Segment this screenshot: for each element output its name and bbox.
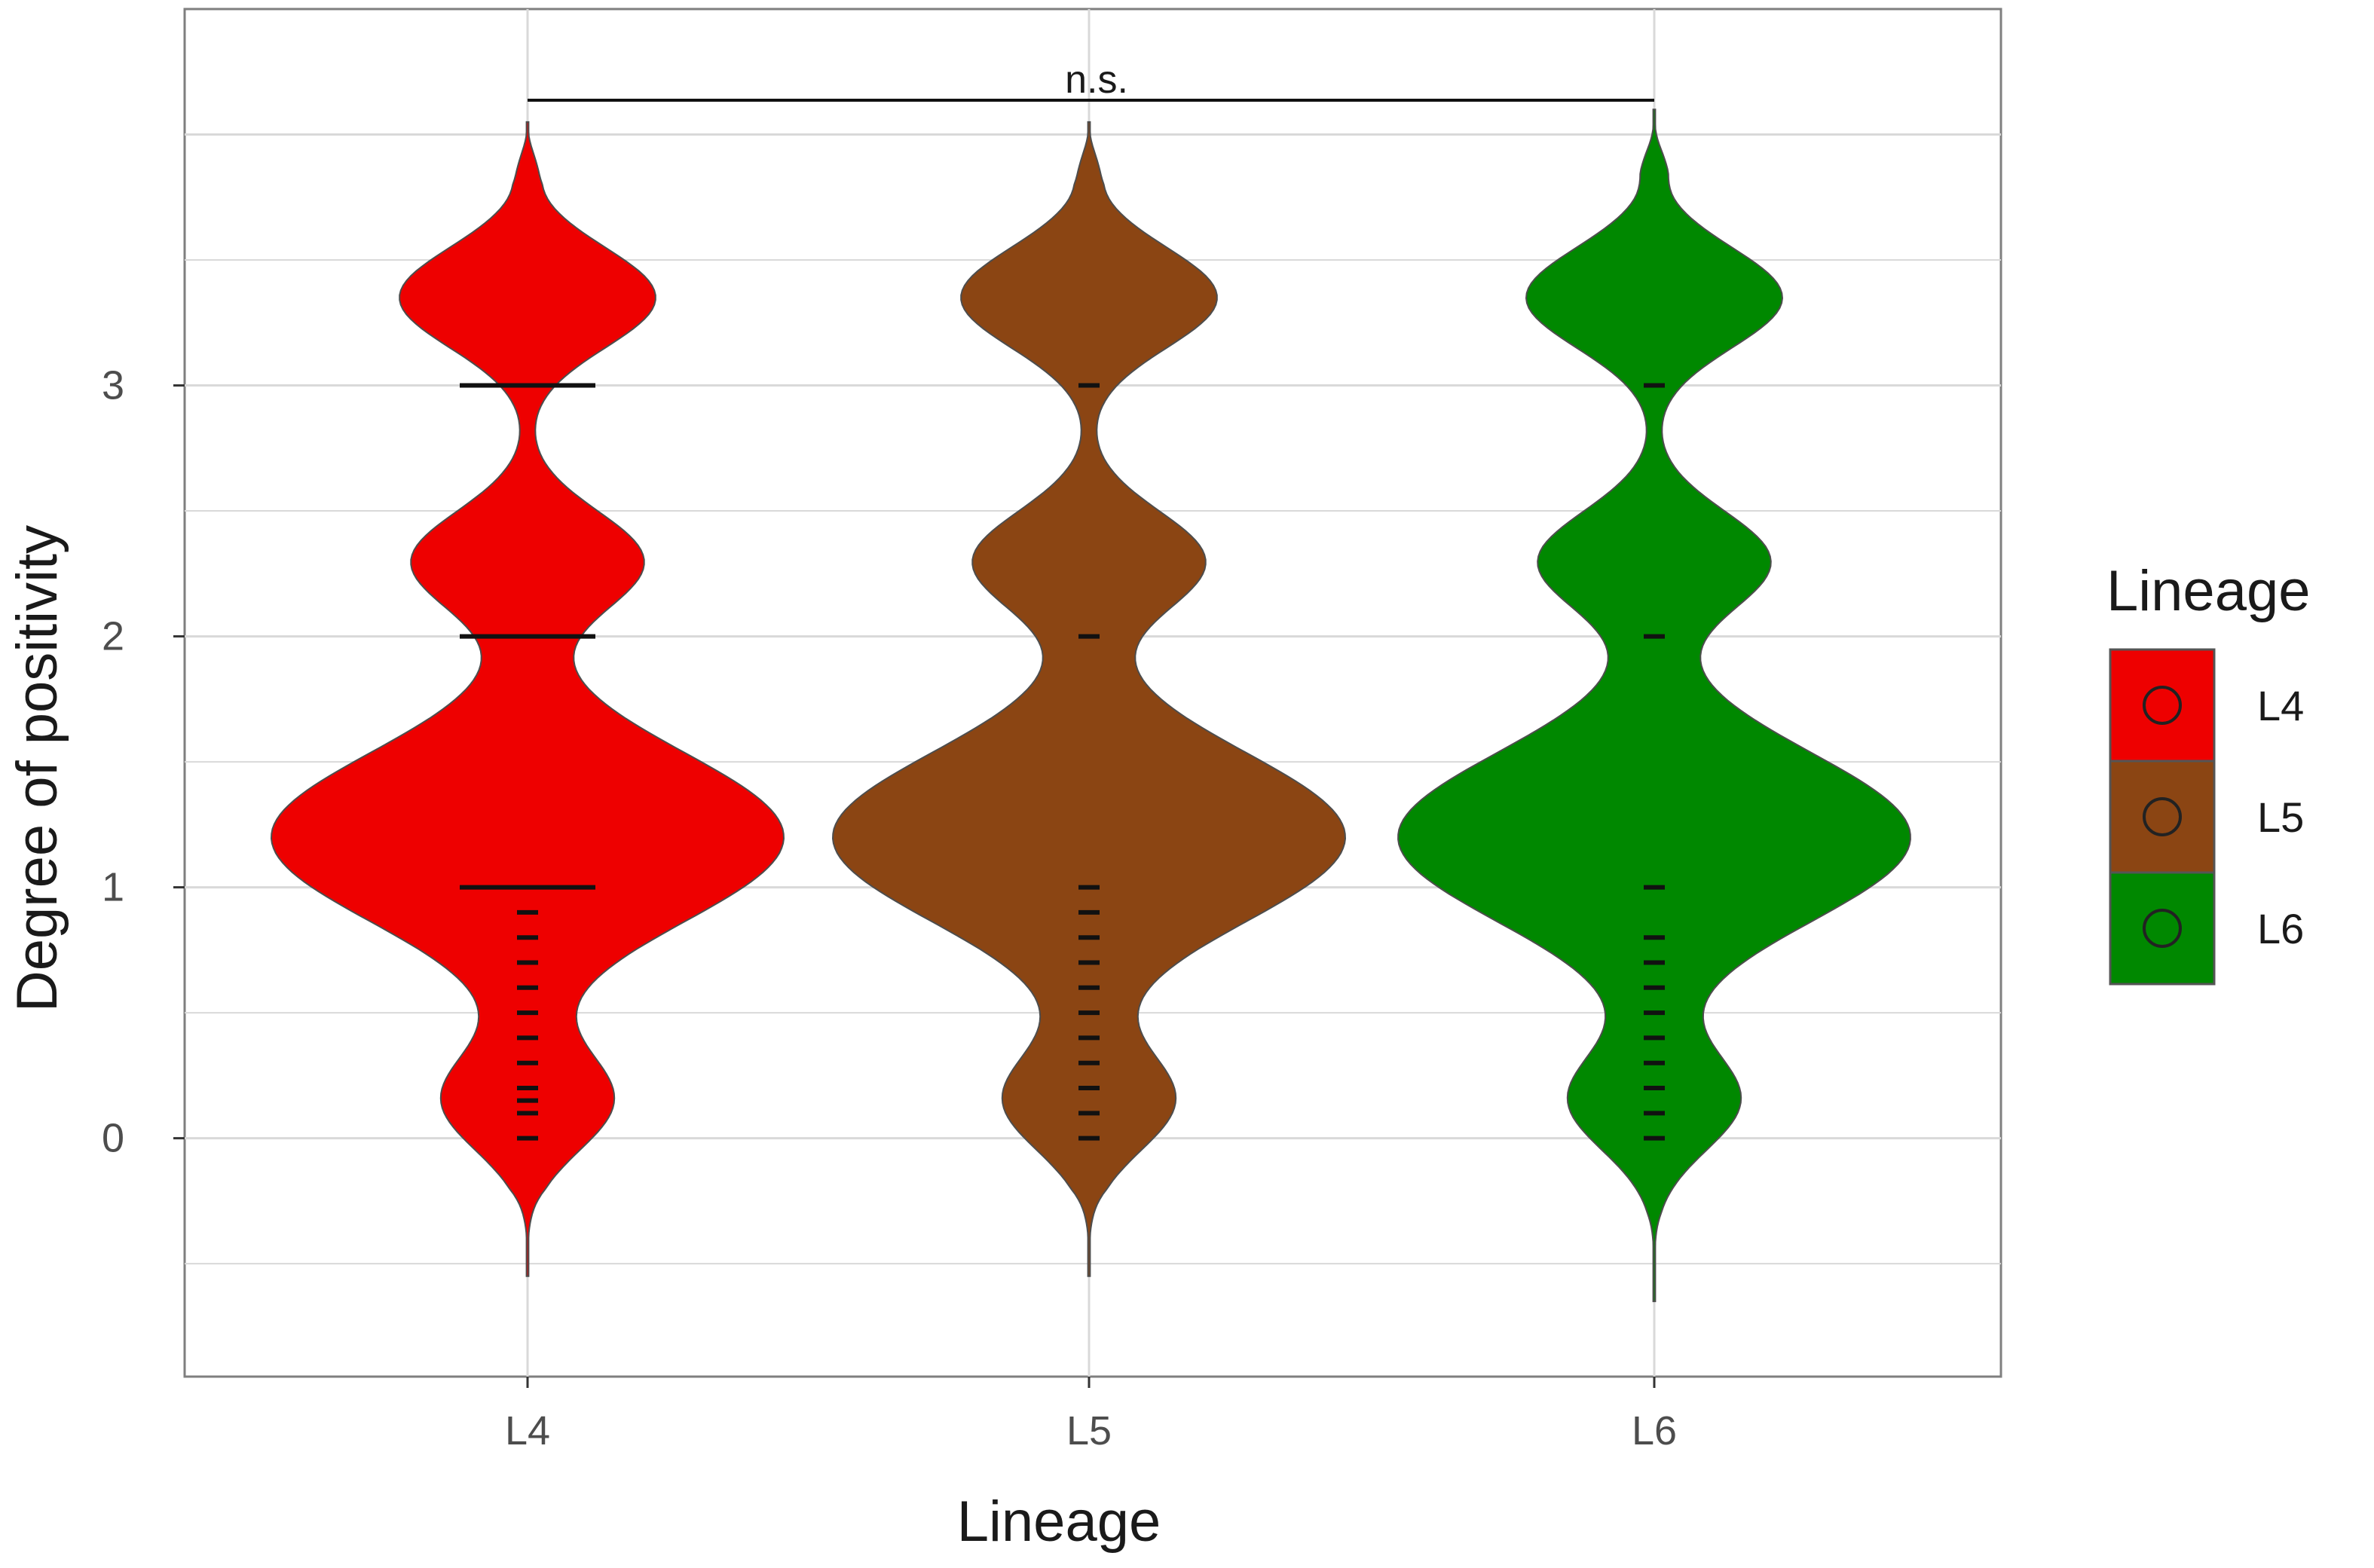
violin-L4 [270,121,785,1277]
violin-L6 [1397,109,1911,1303]
legend-circle-icon [2143,686,2182,725]
legend-label-L4: L4 [2257,682,2304,729]
significance-label: n.s. [1065,58,1128,102]
legend-key-L4 [2109,648,2216,763]
violins [270,109,1911,1303]
legend-items: L4 L5 L6 [2109,648,2304,986]
legend-label-L5: L5 [2257,793,2304,841]
x-axis-ticks: L4 L5 L6 [505,1377,1677,1453]
legend: Lineage L4 L5 L6 [2106,559,2311,986]
violin-L5 [831,121,1347,1277]
y-tick-label: 0 [102,1116,124,1161]
x-tick-label: L6 [1632,1408,1677,1453]
x-axis-label: Lineage [957,1490,1161,1554]
legend-label-L6: L6 [2257,905,2304,952]
y-tick-label: 1 [102,865,124,910]
y-axis-ticks: 0 1 2 3 [102,363,185,1161]
x-tick-label: L4 [505,1408,550,1453]
legend-key-L5 [2109,760,2216,874]
y-axis-label: Degree of positivity [5,525,69,1012]
legend-title: Lineage [2106,559,2311,623]
legend-circle-icon [2143,909,2182,948]
legend-key-L6 [2109,871,2216,986]
x-tick-label: L5 [1066,1408,1112,1453]
y-tick-label: 2 [102,614,124,659]
y-tick-label: 3 [102,363,124,408]
significance-bracket: n.s. [528,58,1654,102]
data-points [460,383,1665,1141]
legend-circle-icon [2143,797,2182,836]
